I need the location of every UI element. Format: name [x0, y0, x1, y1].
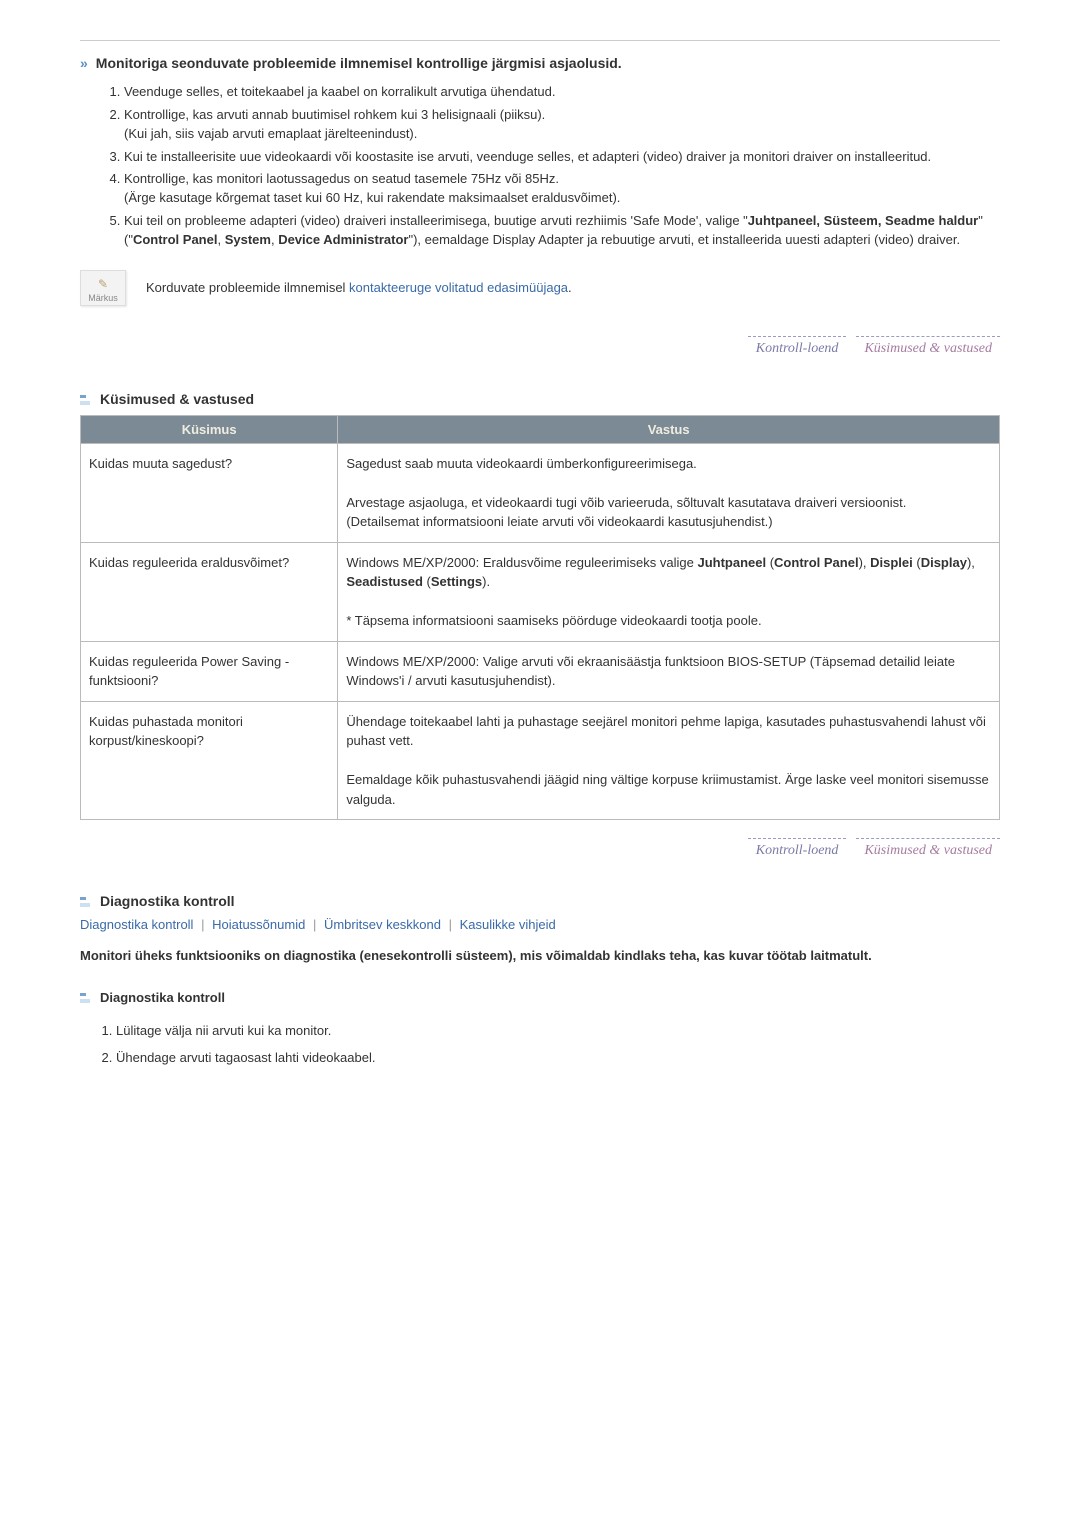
checklist-text: (Ärge kasutage kõrgemat taset kui 60 Hz,…: [124, 190, 620, 205]
checklist-text: Veenduge selles, et toitekaabel ja kaabe…: [124, 84, 555, 99]
note-box: ✎ Märkus Korduvate probleemide ilmnemise…: [80, 270, 1000, 306]
cell-question: Kuidas reguleerida eraldusvõimet?: [81, 542, 338, 641]
checklist-text: Kui te installeerisite uue videokaardi v…: [124, 149, 931, 164]
list-item: Ühendage arvuti tagaosast lahti videokaa…: [116, 1044, 1000, 1071]
note-link[interactable]: kontakteeruge volitatud edasimüüjaga: [349, 280, 568, 295]
cell-answer: Windows ME/XP/2000: Valige arvuti või ek…: [338, 641, 1000, 701]
bold-text: Juhtpaneel, Süsteem, Seadme haldur: [748, 213, 978, 228]
link-hoiatus[interactable]: Hoiatussõnumid: [212, 917, 305, 932]
cell-answer: Windows ME/XP/2000: Eraldusvõime regulee…: [338, 542, 1000, 641]
bold-text: Device Administrator: [278, 232, 408, 247]
table-row: Kuidas puhastada monitori korpust/kinesk…: [81, 701, 1000, 820]
diag-sub-header: Diagnostika kontroll: [80, 990, 1000, 1005]
diag-sub-title: Diagnostika kontroll: [100, 990, 225, 1005]
note-text: Korduvate probleemide ilmnemisel kontakt…: [146, 280, 572, 295]
th-answer: Vastus: [338, 415, 1000, 443]
tab-kusimused[interactable]: Küsimused & vastused: [856, 336, 1000, 361]
checklist-text: "), eemaldage Display Adapter ja rebuuti…: [408, 232, 960, 247]
note-label: Märkus: [88, 293, 118, 303]
checklist-header: » Monitoriga seonduvate probleemide ilmn…: [80, 40, 1000, 71]
diag-title: Diagnostika kontroll: [100, 893, 235, 909]
cell-answer: Ühendage toitekaabel lahti ja puhastage …: [338, 701, 1000, 820]
list-item: Kontrollige, kas arvuti annab buutimisel…: [124, 104, 1000, 146]
th-question: Küsimus: [81, 415, 338, 443]
cell-question: Kuidas puhastada monitori korpust/kinesk…: [81, 701, 338, 820]
table-header-row: Küsimus Vastus: [81, 415, 1000, 443]
table-row: Kuidas muuta sagedust? Sagedust saab muu…: [81, 443, 1000, 542]
marker-icon: [80, 395, 90, 405]
pin-icon: ✎: [87, 277, 119, 291]
marker-icon: [80, 897, 90, 907]
link-diagnostika[interactable]: Diagnostika kontroll: [80, 917, 193, 932]
bold-text: Control Panel: [133, 232, 218, 247]
tab-kontroll[interactable]: Kontroll-loend: [748, 336, 847, 361]
checklist-text: ,: [217, 232, 224, 247]
list-item: Kontrollige, kas monitori laotussagedus …: [124, 168, 1000, 210]
diag-intro: Monitori üheks funktsiooniks on diagnost…: [80, 946, 1000, 966]
tabs-row-2: Kontroll-loend Küsimused & vastused: [80, 838, 1000, 863]
cell-question: Kuidas reguleerida Power Saving - funkts…: [81, 641, 338, 701]
diag-header: Diagnostika kontroll: [80, 893, 1000, 909]
separator: |: [197, 917, 208, 932]
checklist-text: Kontrollige, kas monitori laotussagedus …: [124, 171, 559, 186]
qa-title: Küsimused & vastused: [100, 391, 254, 407]
note-badge: ✎ Märkus: [80, 270, 126, 306]
link-kasulikke[interactable]: Kasulikke vihjeid: [460, 917, 556, 932]
table-row: Kuidas reguleerida Power Saving - funkts…: [81, 641, 1000, 701]
qa-table: Küsimus Vastus Kuidas muuta sagedust? Sa…: [80, 415, 1000, 821]
diag-link-row: Diagnostika kontroll | Hoiatussõnumid | …: [80, 917, 1000, 932]
diag-steps: Lülitage välja nii arvuti kui ka monitor…: [116, 1017, 1000, 1071]
tab-kusimused[interactable]: Küsimused & vastused: [856, 838, 1000, 863]
list-item: Kui teil on probleeme adapteri (video) d…: [124, 210, 1000, 252]
list-item: Lülitage välja nii arvuti kui ka monitor…: [116, 1017, 1000, 1044]
qa-header: Küsimused & vastused: [80, 391, 1000, 407]
checklist: Veenduge selles, et toitekaabel ja kaabe…: [124, 81, 1000, 252]
checklist-text: Kui teil on probleeme adapteri (video) d…: [124, 213, 748, 228]
list-item: Kui te installeerisite uue videokaardi v…: [124, 146, 1000, 169]
checklist-text: (Kui jah, siis vajab arvuti emaplaat jär…: [124, 126, 417, 141]
bold-text: System: [225, 232, 271, 247]
tab-kontroll[interactable]: Kontroll-loend: [748, 838, 847, 863]
cell-question: Kuidas muuta sagedust?: [81, 443, 338, 542]
tabs-row: Kontroll-loend Küsimused & vastused: [80, 336, 1000, 361]
marker-icon: [80, 993, 90, 1003]
note-suffix: .: [568, 280, 572, 295]
link-umbritsev[interactable]: Ümbritsev keskkond: [324, 917, 441, 932]
note-prefix: Korduvate probleemide ilmnemisel: [146, 280, 349, 295]
arrows-icon: »: [80, 55, 88, 71]
separator: |: [445, 917, 456, 932]
checklist-text: Kontrollige, kas arvuti annab buutimisel…: [124, 107, 545, 122]
separator: |: [309, 917, 320, 932]
checklist-title: Monitoriga seonduvate probleemide ilmnem…: [96, 55, 622, 71]
table-row: Kuidas reguleerida eraldusvõimet? Window…: [81, 542, 1000, 641]
cell-answer: Sagedust saab muuta videokaardi ümberkon…: [338, 443, 1000, 542]
list-item: Veenduge selles, et toitekaabel ja kaabe…: [124, 81, 1000, 104]
